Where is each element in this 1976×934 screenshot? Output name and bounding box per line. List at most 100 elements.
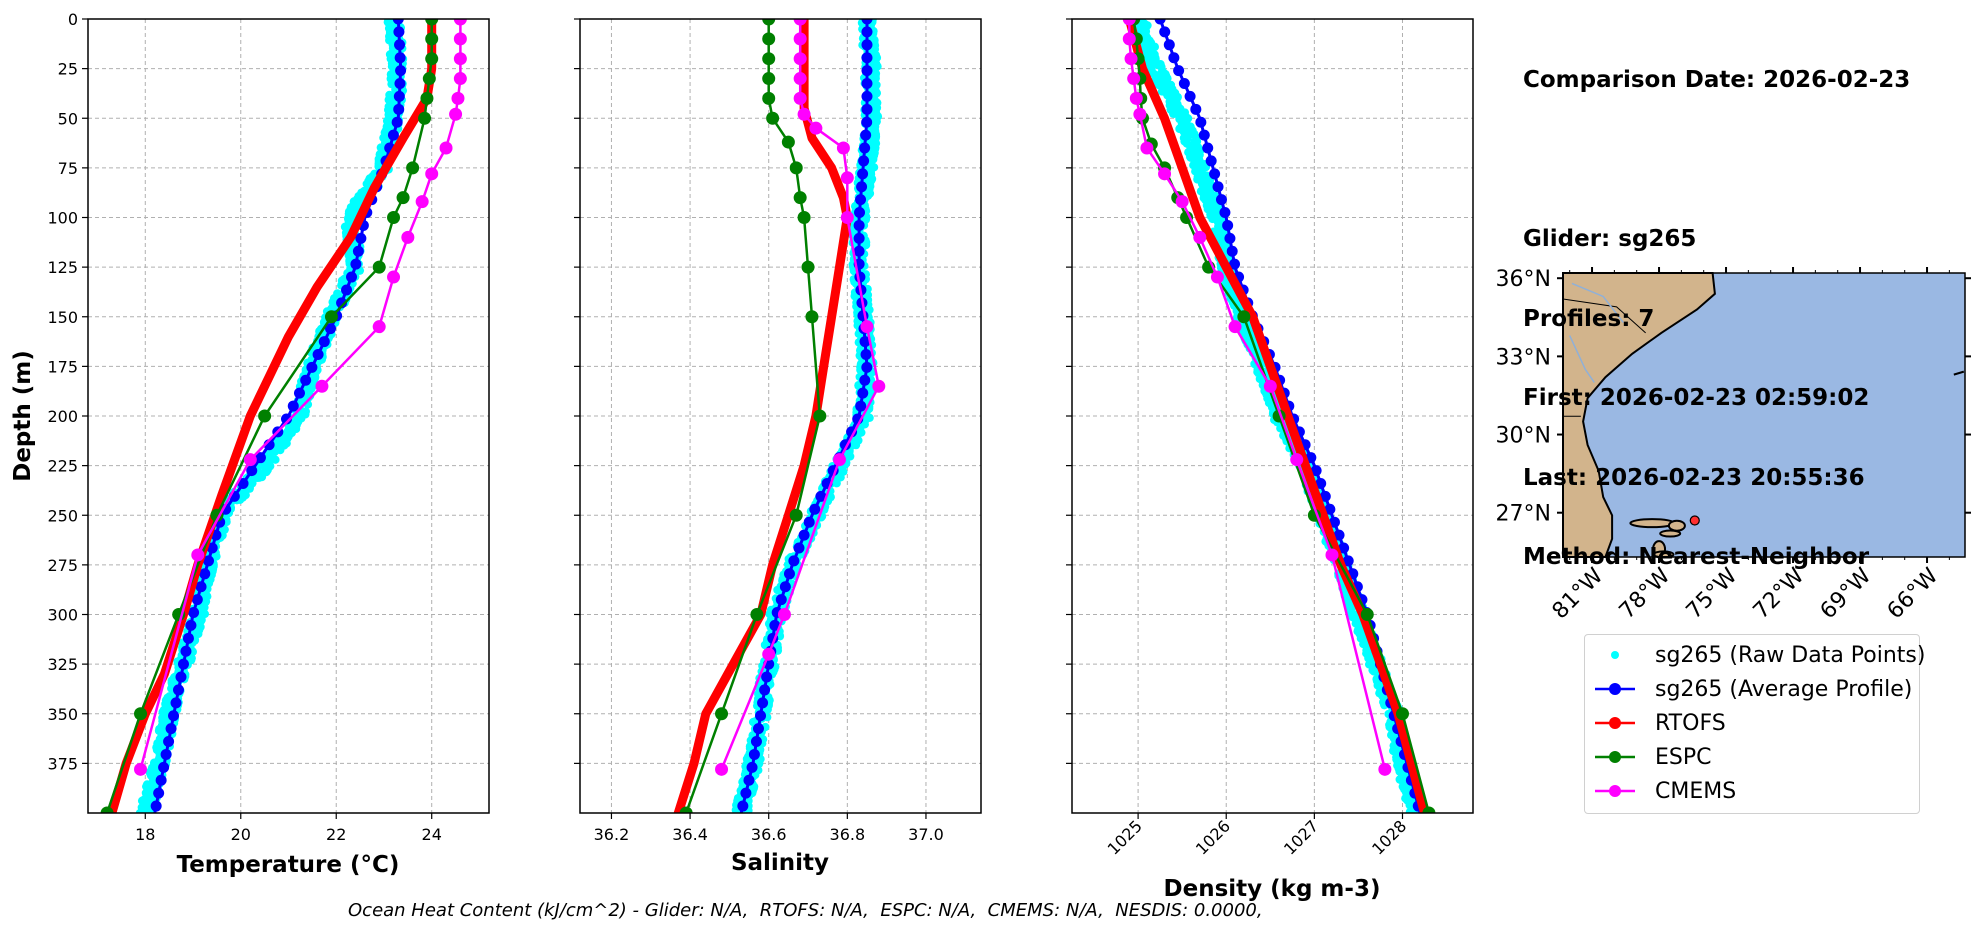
average-profile-marker [1173, 65, 1185, 77]
legend-label: RTOFS [1655, 710, 1726, 736]
cmems-marker [439, 141, 453, 155]
density-plot: 1025 1026 1027 1028 [1066, 18, 1474, 859]
espc-marker [793, 191, 807, 205]
cmems-marker [715, 762, 729, 776]
y-tick-label: 300 [47, 606, 78, 625]
rtofs-line [673, 19, 852, 813]
espc-marker [100, 806, 114, 813]
average-profile-marker [858, 155, 870, 167]
cmems-marker [832, 453, 846, 467]
espc-marker [762, 19, 776, 26]
y-tick-label: 350 [47, 705, 78, 724]
cmems-marker [315, 379, 329, 393]
espc-marker [422, 72, 436, 86]
average-profile-marker [860, 348, 872, 360]
cmems-marker [1263, 379, 1277, 393]
legend-label: ESPC [1655, 744, 1712, 770]
raw-data-point [832, 479, 841, 488]
average-profile-marker [860, 129, 872, 141]
average-profile-marker [856, 181, 868, 193]
average-profile-marker [853, 245, 865, 257]
espc-marker [766, 111, 780, 125]
cmems-marker [1193, 230, 1207, 244]
average-profile-marker [287, 400, 299, 412]
temperature-xlabel: Temperature (°C) [177, 852, 400, 878]
average-profile-marker [391, 116, 403, 128]
cmems-marker [453, 19, 467, 26]
average-profile-marker [1198, 129, 1210, 141]
average-profile-marker [769, 619, 781, 631]
average-profile-marker [1163, 39, 1175, 51]
average-profile-marker [1190, 103, 1202, 115]
average-profile-marker [220, 503, 232, 515]
y-tick-label: 100 [47, 209, 78, 228]
average-profile-marker [177, 658, 189, 670]
average-profile-marker [394, 39, 406, 51]
cmems-marker [840, 211, 854, 224]
x-tick-label: 36.4 [672, 825, 708, 844]
average-profile-marker [861, 90, 873, 102]
legend-marker [1609, 683, 1621, 695]
average-profile-marker [748, 748, 760, 760]
cmems-marker [243, 453, 257, 467]
espc-marker [679, 806, 693, 813]
average-profile-marker [855, 400, 867, 412]
average-profile-marker [1224, 232, 1236, 244]
legend-marker [1609, 785, 1621, 797]
average-profile-marker [1222, 219, 1234, 231]
cmems-marker [191, 548, 205, 562]
average-profile-marker [779, 581, 791, 593]
y-tick-label: 75 [58, 159, 78, 178]
raw-data-point [1405, 807, 1415, 813]
average-profile-marker [1215, 194, 1227, 206]
average-profile-marker [1202, 142, 1214, 154]
average-profile-marker [1154, 19, 1166, 25]
espc-marker [762, 91, 776, 105]
cmems-marker [401, 230, 415, 244]
average-profile-marker [1342, 555, 1354, 567]
cmems-marker [134, 762, 148, 776]
y-tick-label: 125 [47, 258, 78, 277]
average-profile-marker [199, 568, 211, 580]
cmems-marker [836, 141, 850, 155]
rtofs-line [107, 19, 437, 813]
average-profile-marker [1328, 516, 1340, 528]
espc-marker [813, 409, 827, 423]
map-lat-label: 36°N [1496, 267, 1551, 292]
map-island [1667, 519, 1686, 532]
average-profile-marker [861, 116, 873, 128]
average-profile-marker [861, 39, 873, 51]
espc-marker [762, 52, 776, 66]
cmems-marker [449, 107, 463, 121]
raw-data-point [135, 808, 145, 813]
average-profile-marker [180, 645, 192, 657]
average-profile-marker [815, 490, 827, 502]
depth-ylabel: Depth (m) [10, 350, 36, 482]
average-profile-marker [859, 142, 871, 154]
comparison-info: Comparison Date: 2026-02-23 Glider: sg26… [1523, 14, 1910, 597]
espc-marker [789, 161, 803, 175]
y-tick-label: 200 [47, 407, 78, 426]
average-profile-marker [737, 800, 749, 812]
x-tick-label: 1027 [1280, 816, 1322, 858]
y-tick-label: 375 [47, 754, 78, 773]
raw-data-point [1170, 109, 1179, 118]
espc-marker [387, 211, 401, 224]
average-profile-marker [254, 452, 266, 464]
average-profile-marker [352, 245, 364, 257]
legend: sg265 (Raw Data Points) sg265 (Average Pr… [1584, 634, 1925, 814]
average-profile-marker [803, 516, 815, 528]
temperature-panel: Temperature (°C) [88, 19, 489, 878]
legend-item-cmems: CMEMS [1593, 775, 1736, 807]
cmems-marker [1158, 167, 1172, 181]
average-profile-marker [1319, 490, 1331, 502]
map-lat-label: 33°N [1496, 345, 1551, 370]
espc-marker [762, 72, 776, 86]
average-profile-marker [160, 748, 172, 760]
info-profiles: Profiles: 7 [1523, 305, 1655, 332]
average-profile-marker [393, 103, 405, 115]
average-profile-marker [861, 26, 873, 38]
cmems-marker [415, 195, 429, 209]
cmems-marker [793, 19, 807, 26]
average-profile-marker [752, 723, 764, 735]
